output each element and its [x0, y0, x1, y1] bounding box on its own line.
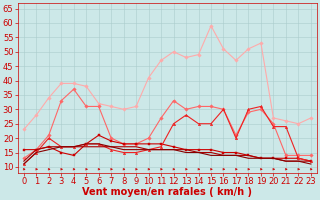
X-axis label: Vent moyen/en rafales ( km/h ): Vent moyen/en rafales ( km/h ) — [82, 187, 252, 197]
